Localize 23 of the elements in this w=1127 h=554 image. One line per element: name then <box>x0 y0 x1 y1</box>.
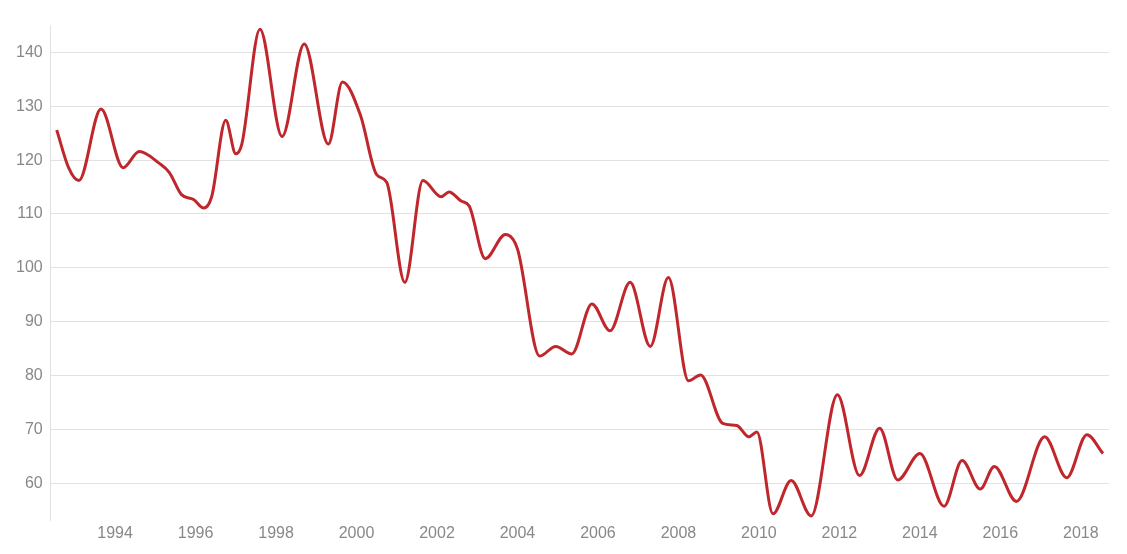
x-tick-label: 2012 <box>821 523 858 541</box>
x-tick-label: 2008 <box>660 523 697 541</box>
y-tick-label: 140 <box>15 42 43 60</box>
y-tick-label: 120 <box>15 150 43 168</box>
x-tick-label: 2002 <box>419 523 455 541</box>
x-tick-label: 2004 <box>499 523 536 541</box>
y-tick-label: 70 <box>24 419 43 437</box>
x-tick-label: 2010 <box>741 523 777 541</box>
x-tick-label: 2006 <box>580 523 616 541</box>
x-tick-label: 1996 <box>177 523 214 541</box>
y-tick-label: 100 <box>15 258 43 276</box>
line-series <box>55 27 1105 518</box>
y-tick-label: 130 <box>15 96 43 114</box>
x-tick-label: 1998 <box>258 523 294 541</box>
y-tick-label: 90 <box>24 312 43 330</box>
x-tick-label: 1994 <box>97 523 133 541</box>
x-tick-label: 2000 <box>338 523 375 541</box>
x-tick-label: 2018 <box>1063 523 1099 541</box>
x-tick-label: 2016 <box>982 523 1019 541</box>
y-tick-label: 110 <box>17 204 43 222</box>
y-tick-label: 80 <box>24 365 43 383</box>
x-tick-label: 2014 <box>902 523 938 541</box>
y-tick-label: 60 <box>24 473 43 491</box>
